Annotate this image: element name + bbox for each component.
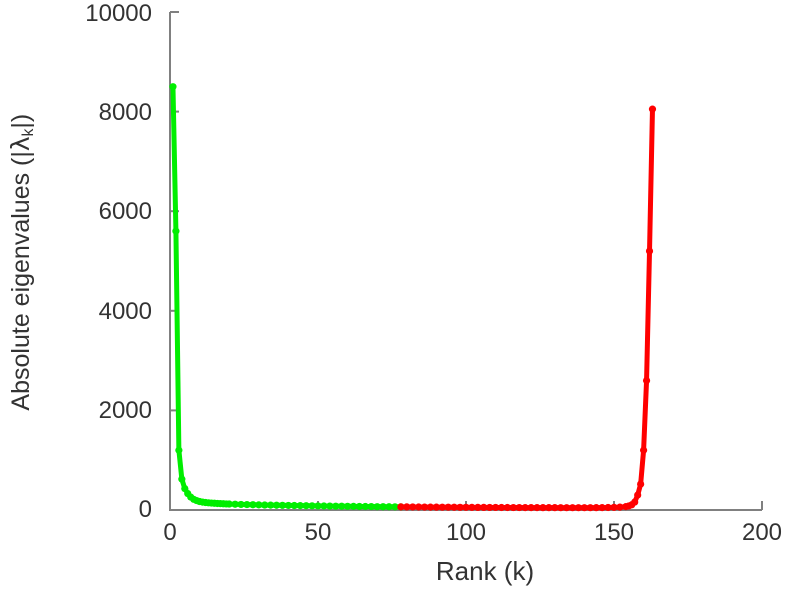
y-tick-8000: 8000	[98, 99, 152, 126]
x-tick-200: 200	[741, 519, 783, 546]
x-axis-label-text: Rank (k)	[435, 556, 535, 586]
series-leading-eigenvalues	[169, 83, 405, 511]
data-series-layer	[169, 83, 657, 512]
x-tick-150: 150	[593, 519, 635, 546]
y-tick-0: 0	[138, 496, 152, 523]
y-tick-6000: 6000	[98, 198, 152, 225]
x-axis-label: Rank (k)	[0, 556, 792, 587]
y-tick-labels: 10000 8000 6000 4000 2000 0	[48, 0, 152, 600]
series-trailing-eigenvalues	[397, 105, 657, 512]
axis-ticks	[169, 11, 763, 511]
x-tick-50: 50	[304, 519, 332, 546]
x-tick-100: 100	[445, 519, 487, 546]
x-tick-0: 0	[163, 519, 177, 546]
axes-spines	[169, 12, 762, 511]
y-tick-2000: 2000	[98, 397, 152, 424]
y-tick-10000: 10000	[85, 0, 152, 27]
y-tick-4000: 4000	[98, 298, 152, 325]
